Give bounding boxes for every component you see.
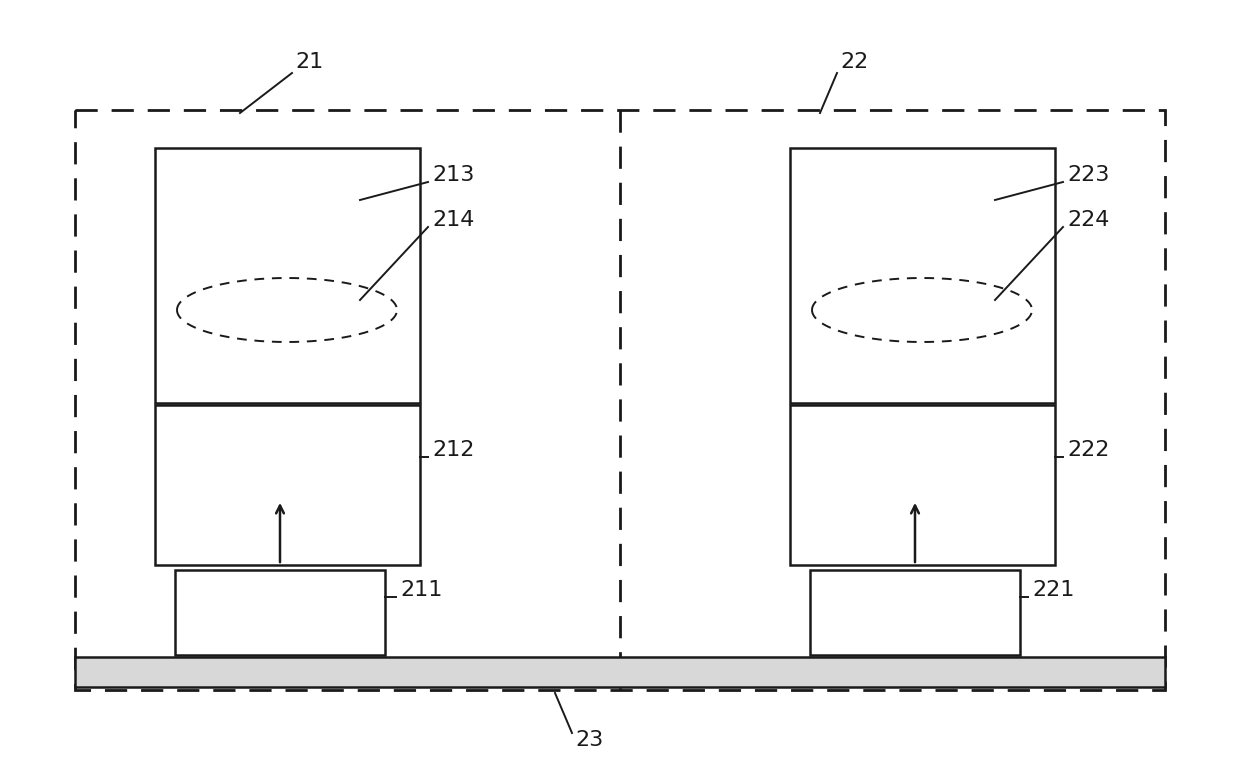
Text: 213: 213 xyxy=(432,165,475,185)
Text: 223: 223 xyxy=(1066,165,1110,185)
Bar xyxy=(74,657,1166,687)
Bar xyxy=(790,148,1055,403)
Bar xyxy=(155,148,420,403)
Bar xyxy=(790,405,1055,565)
Bar xyxy=(175,570,384,655)
Bar xyxy=(74,110,1166,690)
Bar xyxy=(155,405,420,565)
Text: 211: 211 xyxy=(401,580,443,600)
Bar xyxy=(810,570,1021,655)
Text: 21: 21 xyxy=(295,52,324,72)
Text: 214: 214 xyxy=(432,210,475,230)
Text: 224: 224 xyxy=(1066,210,1110,230)
Text: 221: 221 xyxy=(1032,580,1074,600)
Text: 22: 22 xyxy=(839,52,868,72)
Text: 23: 23 xyxy=(575,730,603,750)
Text: 222: 222 xyxy=(1066,440,1110,460)
Text: 212: 212 xyxy=(432,440,475,460)
